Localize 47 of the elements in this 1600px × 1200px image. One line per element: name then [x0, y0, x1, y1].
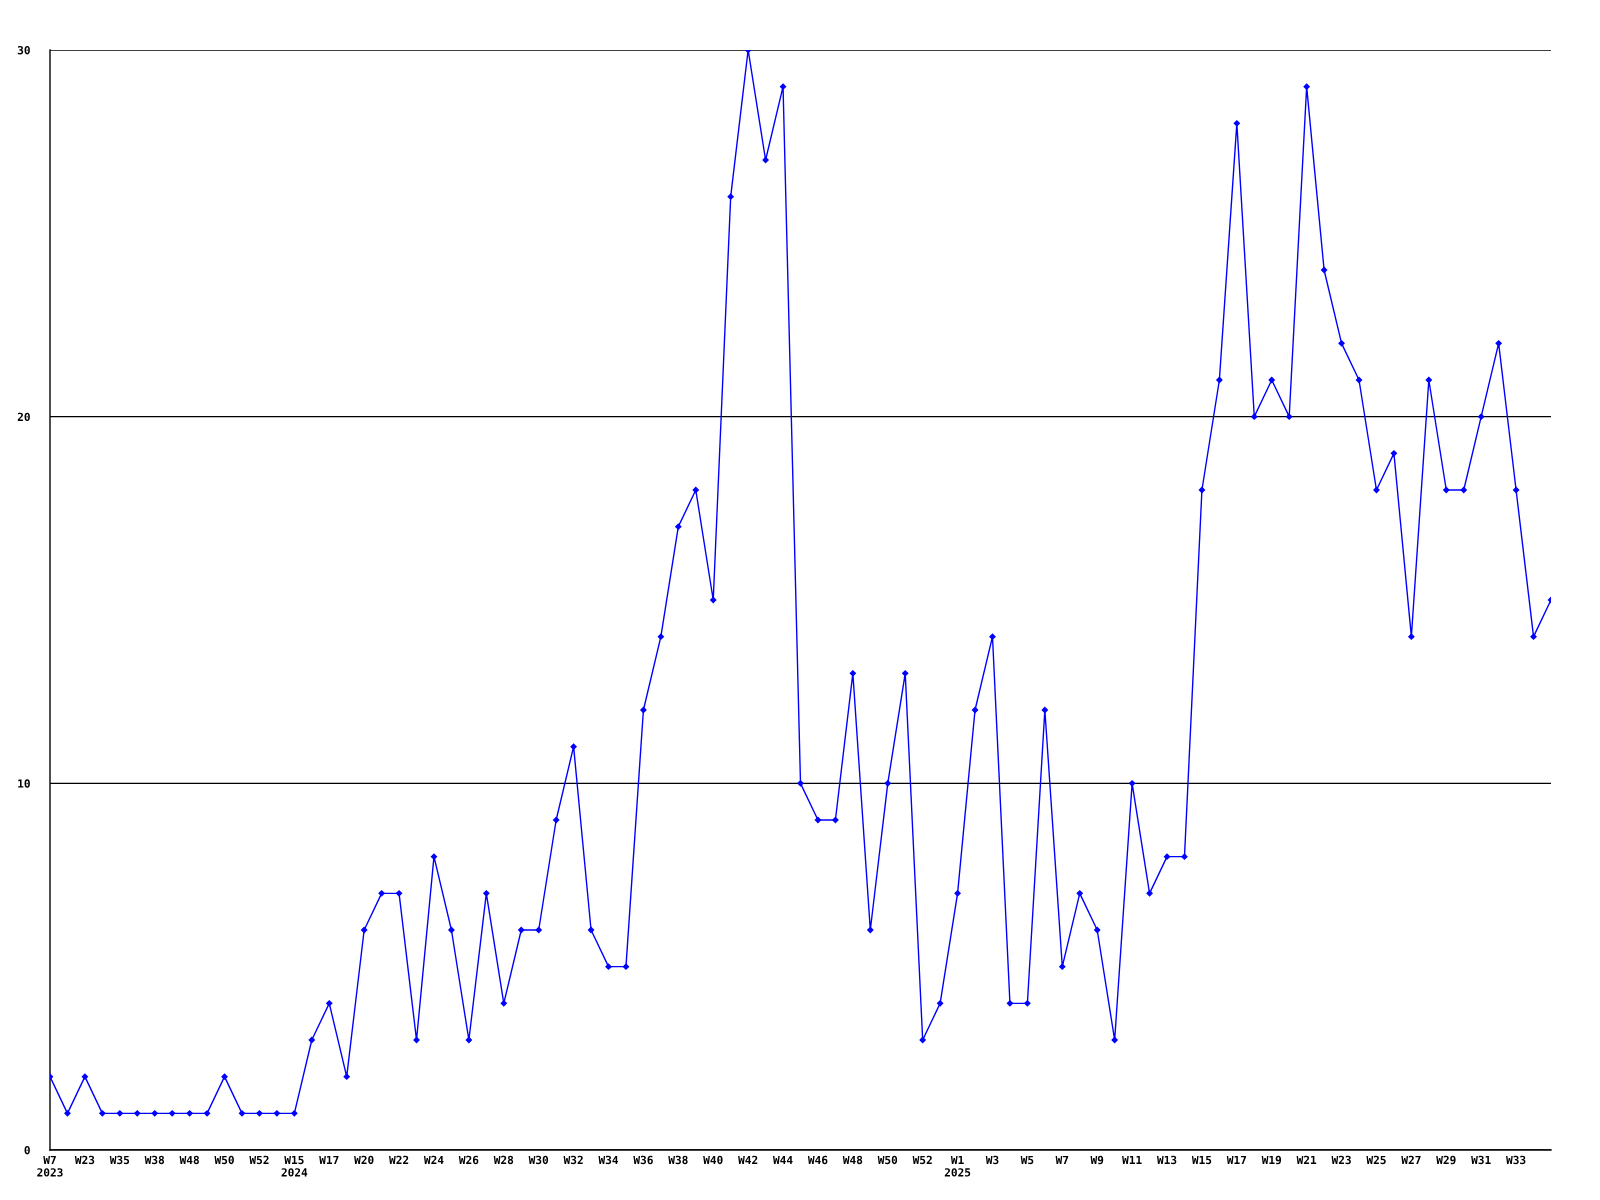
x-tick-label: W52 — [249, 1155, 269, 1165]
x-tick-label: W50 — [877, 1155, 898, 1165]
x-tick-label: W17 — [319, 1155, 339, 1164]
x-tick-label: W40 — [703, 1155, 723, 1165]
y-tick-label: 0 — [24, 1145, 30, 1155]
x-tick-label: W22 — [389, 1155, 409, 1164]
x-tick-label: W17 — [1226, 1155, 1247, 1164]
x-tick-label: W23 — [1331, 1155, 1351, 1165]
x-tick-label: W7 2023 — [37, 1155, 63, 1177]
x-tick-label: W31 — [1471, 1155, 1491, 1165]
x-tick-label: W33 — [1506, 1155, 1526, 1165]
x-tick-label: W25 — [1366, 1155, 1386, 1165]
x-tick-label: W29 — [1436, 1155, 1456, 1165]
y-tick-label: 10 — [18, 779, 30, 788]
x-tick-label: W26 — [458, 1155, 479, 1165]
x-tick-label: W27 — [1401, 1155, 1421, 1164]
x-tick-label: W1 2025 — [944, 1155, 971, 1177]
x-tick-label: W46 — [807, 1155, 828, 1165]
y-tick-label: 20 — [17, 412, 30, 422]
x-tick-label: W13 — [1156, 1155, 1177, 1165]
x-tick-label: W5 — [1020, 1155, 1034, 1165]
x-tick-label: W42 — [738, 1155, 758, 1164]
x-tick-label: W38 — [668, 1155, 688, 1165]
x-tick-label: W44 — [773, 1155, 793, 1164]
x-tick-label: W19 — [1261, 1155, 1282, 1165]
x-tick-label: W3 — [985, 1155, 999, 1165]
x-tick-label: W38 — [144, 1155, 165, 1165]
x-tick-label: W30 — [528, 1155, 549, 1165]
x-tick-label: W48 — [179, 1155, 199, 1165]
x-tick-label: W9 — [1090, 1155, 1104, 1165]
x-tick-label: W23 — [74, 1155, 95, 1165]
y-tick-label: 30 — [17, 45, 30, 55]
x-tick-label: W32 — [563, 1155, 583, 1165]
x-tick-label: W52 — [912, 1155, 932, 1165]
x-tick-label: W50 — [214, 1155, 234, 1165]
x-tick-label: W28 — [493, 1155, 514, 1165]
x-tick-label: W35 — [109, 1155, 130, 1165]
x-tick-label: W24 — [423, 1155, 444, 1164]
x-tick-label: W15 — [1191, 1155, 1212, 1165]
x-tick-label: W48 — [842, 1155, 863, 1165]
x-tick-label: W20 — [354, 1155, 374, 1165]
x-tick-label: W36 — [633, 1155, 653, 1165]
x-tick-label: W11 — [1122, 1155, 1142, 1164]
x-tick-label: W15 2024 — [281, 1155, 308, 1177]
x-tick-label: W34 — [598, 1155, 619, 1165]
x-tick-label: W21 — [1296, 1155, 1317, 1164]
x-tick-label: W7 — [1055, 1155, 1069, 1164]
